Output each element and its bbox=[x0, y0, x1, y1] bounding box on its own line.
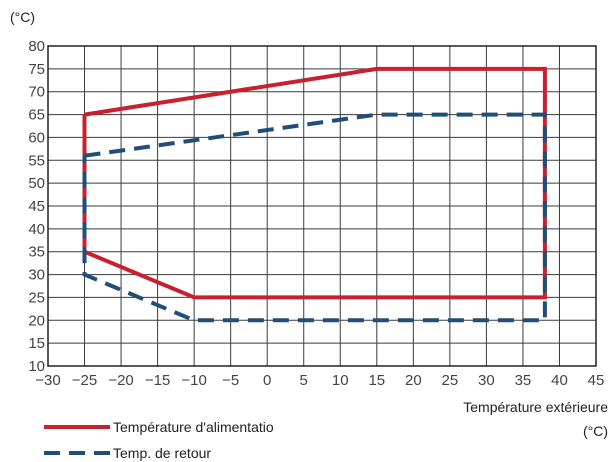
y-tick-label: 30 bbox=[28, 267, 45, 284]
series-layer bbox=[82, 66, 547, 323]
y-tick-label: 45 bbox=[28, 198, 45, 215]
x-tick-label: −5 bbox=[222, 372, 239, 389]
x-tick-label: 35 bbox=[515, 372, 532, 389]
x-tick-label: 25 bbox=[442, 372, 459, 389]
y-unit-label: (°C) bbox=[10, 9, 35, 25]
x-axis-label: Température extérieure bbox=[463, 399, 608, 415]
y-tick-label: 75 bbox=[28, 61, 45, 78]
y-tick-label: 60 bbox=[28, 129, 45, 146]
x-tick-label: 10 bbox=[332, 372, 349, 389]
x-tick-label: 5 bbox=[300, 372, 308, 389]
x-unit-label: (°C) bbox=[583, 423, 608, 439]
legend-label-supply: Température d'alimentatio bbox=[113, 419, 274, 435]
y-tick-label: 25 bbox=[28, 289, 45, 306]
y-tick-label: 20 bbox=[28, 312, 45, 329]
y-tick-label: 70 bbox=[28, 84, 45, 101]
y-tick-label: 55 bbox=[28, 152, 45, 169]
legend: Température d'alimentatio Temp. de retou… bbox=[44, 419, 274, 461]
x-tick-label: 45 bbox=[588, 372, 605, 389]
x-tick-label: 30 bbox=[478, 372, 495, 389]
y-tick-label: 10 bbox=[28, 358, 45, 375]
x-tick-label: −25 bbox=[72, 372, 97, 389]
legend-label-return: Temp. de retour bbox=[113, 445, 211, 461]
x-tick-label: −15 bbox=[145, 372, 170, 389]
x-tick-label: 0 bbox=[263, 372, 271, 389]
series-return-line bbox=[82, 112, 547, 323]
y-tick-label: 15 bbox=[28, 335, 45, 352]
x-tick-label: 20 bbox=[405, 372, 422, 389]
plot-frame bbox=[47, 45, 597, 367]
x-tick-label: −10 bbox=[181, 372, 206, 389]
grid bbox=[47, 45, 597, 367]
y-tick-label: 80 bbox=[28, 38, 45, 55]
x-tick-label: 15 bbox=[368, 372, 385, 389]
x-tick-label: −30 bbox=[35, 372, 60, 389]
x-tick-label: −20 bbox=[108, 372, 133, 389]
y-tick-label: 65 bbox=[28, 107, 45, 124]
y-tick-label: 40 bbox=[28, 221, 45, 238]
x-tick-label: 40 bbox=[551, 372, 568, 389]
y-tick-label: 50 bbox=[28, 175, 45, 192]
y-tick-label: 35 bbox=[28, 244, 45, 261]
